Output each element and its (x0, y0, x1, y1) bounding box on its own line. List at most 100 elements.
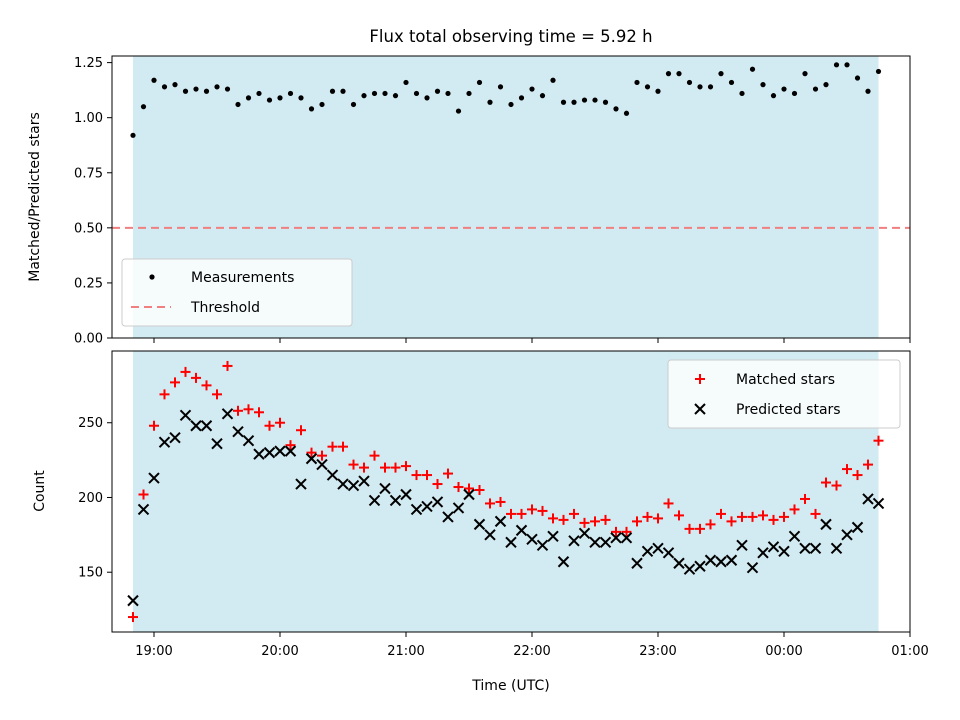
measurement-point (529, 86, 535, 92)
measurement-point (256, 90, 262, 97)
measurement-point (770, 93, 777, 99)
predicted-star-point (158, 436, 171, 448)
predicted-star-point (347, 479, 360, 492)
predicted-star-point (379, 482, 391, 495)
measurement-point (760, 82, 766, 88)
measurement-point (571, 99, 577, 105)
x-tick-label: 21:00 (387, 644, 424, 659)
x-tick-label: 20:00 (261, 644, 298, 659)
y-tick-label: 0.00 (74, 332, 103, 347)
matched-star-point (873, 435, 884, 446)
legend-entry-measurements: Measurements (149, 270, 294, 286)
predicted-star-point (305, 452, 318, 465)
matched-star-point (695, 523, 705, 534)
matched-star-point (863, 459, 873, 470)
matched-star-point (590, 516, 600, 527)
predicted-star-point (169, 431, 181, 444)
x-axis-label: Time (UTC) (471, 678, 549, 694)
matched-star-point (674, 510, 684, 521)
matched-star-point (275, 417, 285, 428)
measurement-point (371, 90, 378, 97)
matched-star-point (222, 360, 233, 371)
measurement-point (172, 82, 178, 88)
predicted-star-point (694, 560, 706, 572)
matched-star-point (705, 519, 716, 530)
matched-star-point (401, 461, 411, 472)
predicted-star-point (148, 472, 160, 484)
matched-star-point (663, 498, 674, 509)
predicted-star-point (295, 478, 307, 490)
measurement-point (802, 71, 808, 77)
matched-star-point (453, 482, 464, 493)
predicted-star-point (389, 494, 402, 507)
measurement-point (413, 90, 420, 97)
predicted-star-point (505, 536, 517, 549)
matched-star-point (201, 380, 212, 391)
matched-star-point (411, 470, 422, 481)
measurement-point (833, 62, 840, 68)
predicted-star-point (515, 524, 528, 537)
y-tick-label: 150 (78, 566, 103, 581)
predicted-star-point (599, 536, 612, 549)
matched-star-point (600, 514, 611, 525)
predicted-star-point (211, 437, 223, 450)
measurement-point (287, 90, 294, 97)
predicted-star-point (662, 547, 675, 559)
measurement-point (718, 71, 724, 77)
predicted-star-point (274, 445, 286, 457)
matched-star-point (327, 441, 338, 452)
measurement-point (329, 88, 336, 94)
measurement-point (844, 62, 850, 68)
predicted-star-point (631, 557, 643, 569)
predicted-star-point (757, 547, 769, 559)
predicted-star-point (767, 541, 780, 553)
legend-label: Predicted stars (736, 402, 841, 418)
measurement-point (403, 79, 409, 86)
predicted-star-point (410, 503, 423, 516)
y-tick-label: 1.00 (74, 111, 103, 126)
predicted-star-point (284, 445, 297, 457)
predicted-star-point (799, 542, 811, 555)
predicted-star-point (610, 532, 622, 544)
matched-star-point (149, 420, 159, 431)
matched-star-point (779, 511, 789, 522)
matched-star-point (359, 462, 369, 473)
y-tick-label: 250 (78, 416, 103, 431)
predicted-star-point (326, 469, 339, 481)
measurement-point (151, 77, 157, 83)
predicted-star-point (484, 529, 496, 541)
predicted-star-point (232, 426, 244, 438)
y-tick-label: 0.50 (74, 221, 103, 236)
matched-star-point (180, 366, 191, 377)
measurement-point (739, 90, 745, 97)
matched-star-point (464, 483, 474, 494)
measurement-point (203, 88, 210, 94)
predicted-star-point (641, 545, 654, 557)
predicted-star-point (253, 448, 265, 460)
matched-star-point (548, 513, 558, 524)
predicted-star-point (536, 539, 549, 552)
matched-star-point (485, 498, 495, 509)
matched-star-point (138, 489, 149, 500)
matched-star-point (632, 516, 642, 527)
matched-star-point (852, 470, 863, 481)
legend-label: Measurements (191, 270, 294, 286)
matched-star-point (317, 450, 327, 461)
measurement-point (193, 86, 199, 92)
matched-star-point (684, 523, 695, 534)
predicted-star-point (547, 530, 559, 543)
matched-star-point (422, 470, 432, 481)
measurement-point (214, 84, 220, 90)
x-tick-label: 01:00 (891, 644, 928, 659)
measurement-point (676, 71, 682, 77)
predicted-star-point (421, 500, 433, 513)
predicted-star-point (358, 475, 370, 487)
measurement-point (508, 101, 514, 108)
predicted-star-point (368, 494, 381, 507)
matched-star-point (716, 508, 726, 519)
y-tick-label: 200 (78, 491, 103, 506)
measurement-point (434, 88, 441, 94)
predicted-star-point (872, 497, 885, 510)
legend-label: Threshold (190, 300, 260, 316)
measurement-point (161, 84, 168, 90)
